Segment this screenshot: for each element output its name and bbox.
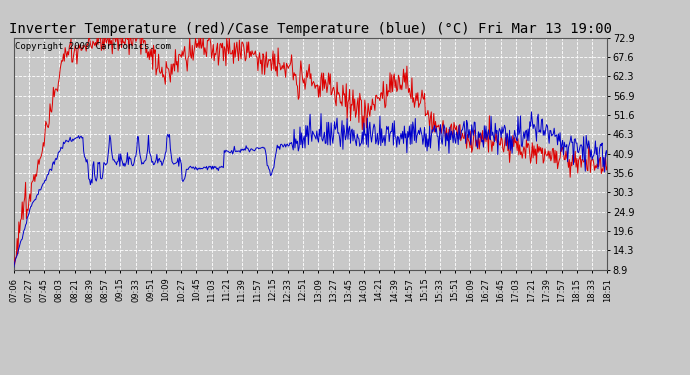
Title: Inverter Temperature (red)/Case Temperature (blue) (°C) Fri Mar 13 19:00: Inverter Temperature (red)/Case Temperat… — [9, 22, 612, 36]
Text: Copyright 2009 Cartronics.com: Copyright 2009 Cartronics.com — [15, 42, 171, 51]
